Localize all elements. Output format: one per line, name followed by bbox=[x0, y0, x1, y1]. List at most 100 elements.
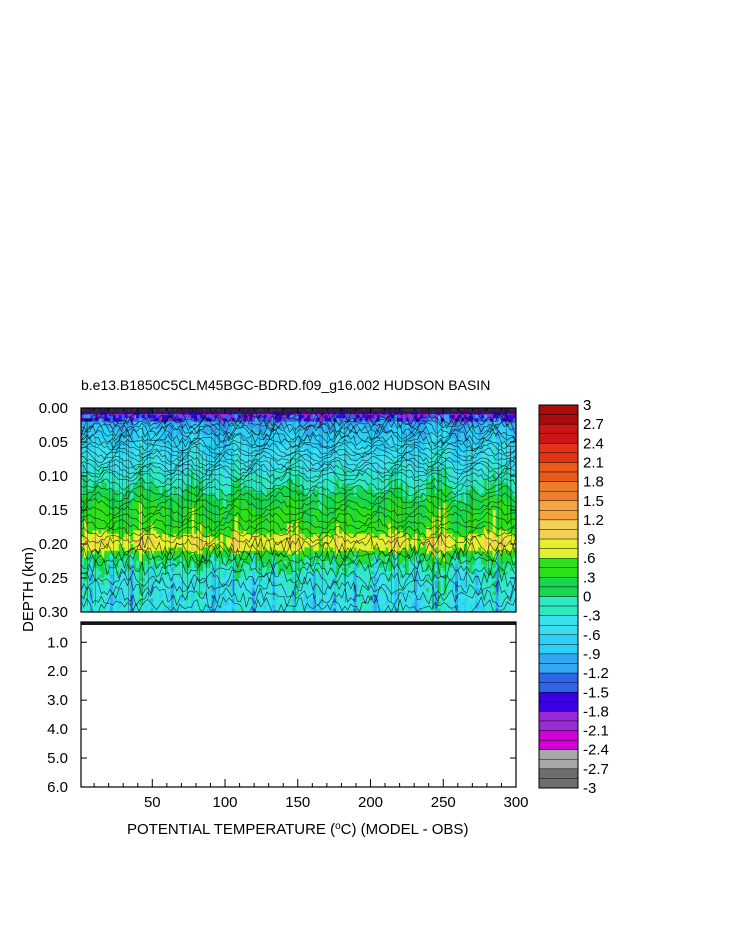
field-cell bbox=[278, 482, 282, 487]
field-cell bbox=[191, 581, 195, 586]
field-cell bbox=[194, 547, 198, 552]
field-cell bbox=[281, 540, 285, 545]
field-cell bbox=[92, 598, 96, 603]
field-cell bbox=[165, 452, 169, 456]
field-cell bbox=[289, 561, 294, 565]
field-cell bbox=[260, 499, 265, 504]
field-cell bbox=[289, 425, 294, 429]
field-cell bbox=[159, 442, 163, 446]
field-cell bbox=[313, 489, 317, 494]
field-cell bbox=[121, 581, 125, 586]
field-cell bbox=[284, 527, 288, 531]
field-cell bbox=[223, 574, 227, 579]
field-cell bbox=[104, 601, 108, 606]
field-cell bbox=[168, 595, 172, 599]
field-cell bbox=[118, 540, 122, 545]
field-cell bbox=[153, 445, 157, 450]
field-cell bbox=[144, 554, 149, 558]
field-cell bbox=[121, 530, 125, 535]
field-cell bbox=[315, 425, 320, 429]
field-cell bbox=[289, 486, 294, 490]
field-cell bbox=[313, 459, 317, 463]
field-cell bbox=[92, 486, 96, 490]
field-cell bbox=[292, 581, 296, 586]
field-cell bbox=[86, 513, 91, 518]
field-cell bbox=[197, 567, 201, 572]
field-cell bbox=[284, 550, 288, 555]
field-cell bbox=[208, 421, 212, 426]
field-cell bbox=[269, 462, 273, 467]
field-cell bbox=[211, 527, 215, 531]
field-cell bbox=[307, 513, 311, 518]
field-cell bbox=[86, 550, 91, 555]
field-cell bbox=[298, 479, 302, 484]
field-cell bbox=[121, 557, 125, 562]
field-cell bbox=[278, 598, 282, 603]
field-cell bbox=[197, 608, 201, 612]
field-cell bbox=[226, 601, 230, 606]
field-cell bbox=[315, 561, 320, 565]
field-cell bbox=[269, 595, 273, 599]
field-cell bbox=[298, 581, 302, 586]
field-cell bbox=[208, 561, 212, 565]
field-cell bbox=[144, 455, 149, 460]
field-cell bbox=[133, 601, 137, 606]
field-cell bbox=[83, 455, 88, 460]
field-cell bbox=[275, 557, 279, 562]
field-cell bbox=[234, 499, 238, 504]
field-cell bbox=[83, 523, 88, 528]
field-cell bbox=[173, 601, 178, 606]
field-cell bbox=[133, 462, 137, 467]
field-cell bbox=[275, 462, 279, 467]
field-cell bbox=[202, 469, 207, 473]
field-cell bbox=[284, 561, 288, 565]
field-cell bbox=[165, 547, 169, 552]
field-cell bbox=[121, 496, 125, 501]
field-cell bbox=[182, 598, 186, 603]
field-cell bbox=[188, 520, 192, 524]
field-cell bbox=[255, 425, 259, 429]
field-cell bbox=[304, 591, 308, 596]
field-cell bbox=[315, 547, 320, 552]
field-cell bbox=[220, 561, 224, 565]
field-cell bbox=[220, 601, 224, 606]
field-cell bbox=[182, 431, 186, 436]
field-cell bbox=[286, 588, 291, 592]
field-cell bbox=[118, 462, 122, 467]
field-cell bbox=[249, 527, 253, 531]
field-cell bbox=[139, 554, 143, 558]
field-cell bbox=[162, 523, 166, 528]
field-cell bbox=[150, 435, 154, 439]
field-cell bbox=[255, 527, 259, 531]
field-cell bbox=[249, 435, 253, 439]
field-cell bbox=[179, 578, 183, 582]
field-cell bbox=[168, 496, 172, 501]
field-cell bbox=[121, 476, 125, 480]
field-cell bbox=[150, 564, 154, 569]
field-cell bbox=[292, 554, 296, 558]
field-cell bbox=[286, 506, 291, 511]
field-cell bbox=[281, 547, 285, 552]
field-cell bbox=[257, 520, 262, 524]
field-cell bbox=[298, 588, 302, 592]
field-cell bbox=[141, 564, 146, 569]
field-cell bbox=[231, 608, 236, 612]
field-cell bbox=[234, 431, 238, 436]
field-cell bbox=[246, 591, 250, 596]
field-cell bbox=[240, 550, 244, 555]
field-cell bbox=[263, 547, 267, 552]
field-cell bbox=[205, 465, 209, 470]
field-cell bbox=[197, 571, 201, 575]
field-cell bbox=[136, 540, 140, 545]
field-cell bbox=[150, 554, 154, 558]
field-cell bbox=[110, 601, 114, 606]
field-cell bbox=[159, 499, 163, 504]
field-cell bbox=[104, 462, 108, 467]
field-cell bbox=[179, 554, 183, 558]
field-cell bbox=[307, 448, 311, 453]
field-cell bbox=[92, 533, 96, 538]
field-cell bbox=[211, 537, 215, 541]
field-cell bbox=[249, 455, 253, 460]
field-cell bbox=[83, 595, 88, 599]
field-cell bbox=[156, 455, 160, 460]
